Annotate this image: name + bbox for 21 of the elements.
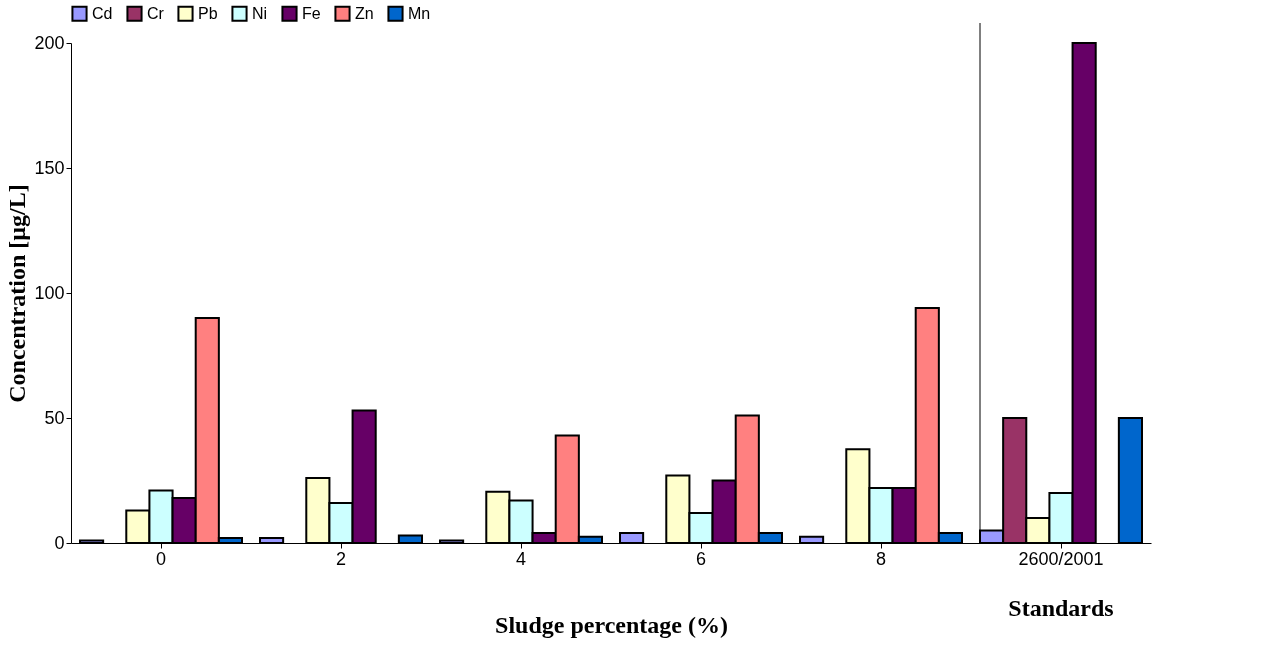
x-tick-label: 2600/2001 <box>1018 548 1104 569</box>
legend-label: Mn <box>408 4 431 22</box>
legend-label: Fe <box>302 4 321 22</box>
y-tick-label: 200 <box>34 32 65 53</box>
y-tick-label: 0 <box>54 532 65 553</box>
x-tick-label: 8 <box>875 548 887 569</box>
legend-label: Ni <box>252 4 268 22</box>
x-tick-label: 6 <box>695 548 707 569</box>
y-tick-label: 50 <box>44 407 65 428</box>
legend-label: Pb <box>198 4 218 22</box>
x-tick-label: 0 <box>155 548 167 569</box>
x-tick-label: 2 <box>335 548 347 569</box>
x-tick-label: 4 <box>515 548 527 569</box>
y-tick-label: 100 <box>34 282 65 303</box>
text: Standards <box>1008 595 1114 621</box>
legend-label: Cr <box>147 4 165 22</box>
legend-label: Zn <box>355 4 374 22</box>
y-axis-title: Concentration [µg/L] <box>4 184 31 403</box>
x-axis-title: Sludge percentage (%) <box>495 611 728 638</box>
legend-label: Cd <box>92 4 113 22</box>
y-tick-label: 150 <box>34 157 65 178</box>
